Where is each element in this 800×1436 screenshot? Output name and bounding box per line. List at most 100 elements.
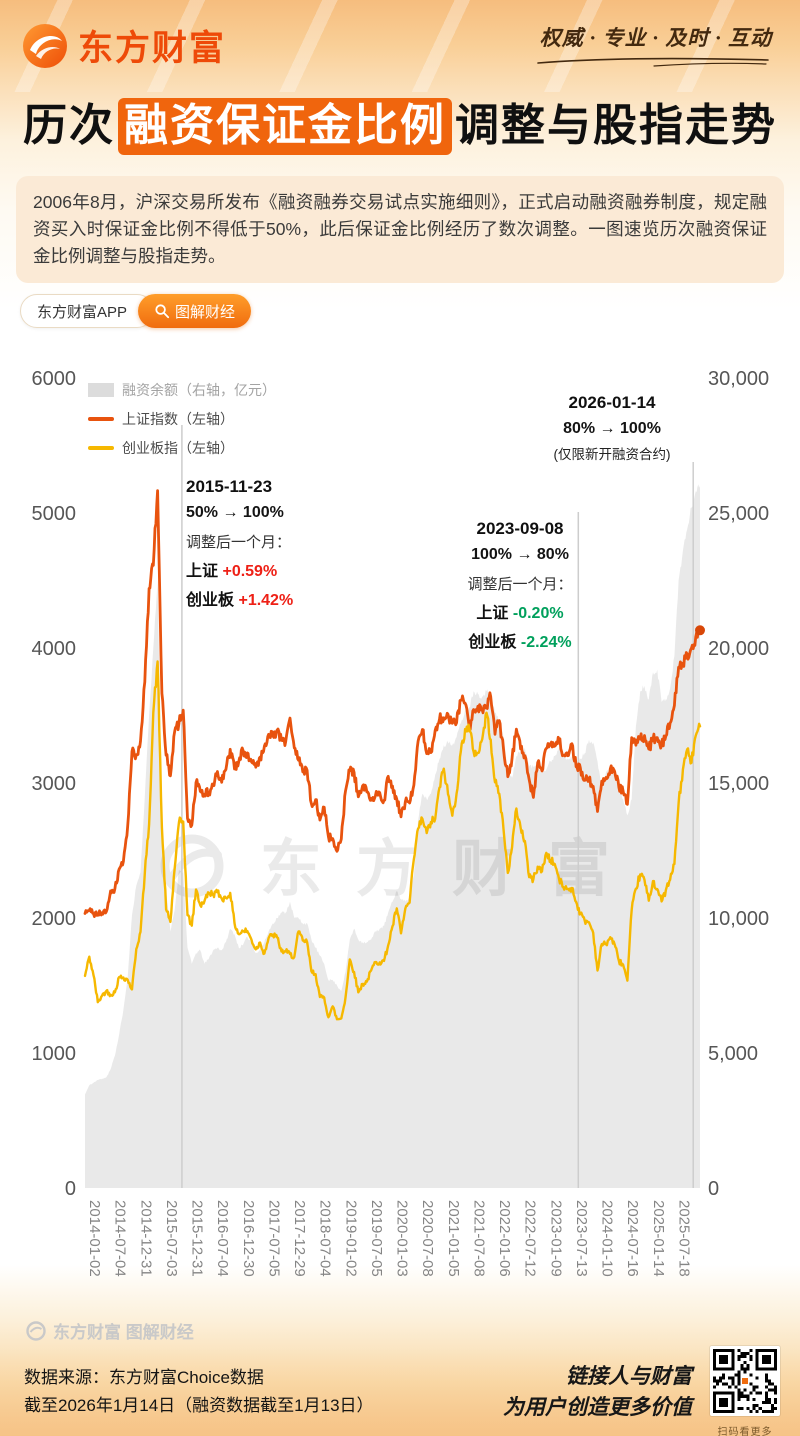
svg-text:2021-07-08: 2021-07-08 [470, 1200, 487, 1277]
svg-text:3000: 3000 [32, 773, 77, 795]
column-pill[interactable]: 图解财经 [138, 294, 252, 328]
event-follow-label: 调整后一个月： [467, 576, 573, 593]
svg-text:2014-07-04: 2014-07-04 [112, 1200, 129, 1277]
app-pill[interactable]: 东方财富APP [20, 294, 155, 328]
svg-text:2025-01-14: 2025-01-14 [650, 1200, 667, 1277]
page-title: 历次 融资保证金比例 调整与股指走势 [8, 94, 792, 158]
svg-text:2017-07-05: 2017-07-05 [265, 1200, 282, 1277]
eastmoney-logo-icon [23, 23, 67, 68]
event-annotation-2026-01-14: 2026-01-14 80% → 100% (仅限新开融资合约) [536, 393, 688, 463]
event-chinext-change: 创业板 +1.42% [186, 586, 336, 610]
svg-text:2015-07-03: 2015-07-03 [163, 1200, 180, 1277]
brand: 东方财富 [22, 20, 226, 71]
eastmoney-logo-icon-gray [26, 1320, 46, 1341]
footer-slogan-line1: 链接人与财富 [566, 1363, 692, 1388]
svg-text:2020-01-03: 2020-01-03 [394, 1200, 411, 1277]
event-annotation-2015-11-23: 2015-11-23 50% → 100% 调整后一个月： 上证 +0.59% … [186, 477, 336, 610]
legend-chinext-chip [88, 446, 114, 450]
index-change-value: -2.24% [520, 634, 572, 651]
svg-text:10,000: 10,000 [708, 908, 769, 930]
qr-caption: 扫码看更多 [717, 1427, 773, 1436]
search-icon [155, 304, 170, 319]
column-pill-label: 图解财经 [175, 303, 236, 321]
svg-text:0: 0 [65, 1178, 76, 1200]
legend-label: 上证指数（左轴） [122, 411, 234, 427]
svg-text:15,000: 15,000 [708, 773, 769, 795]
svg-text:0: 0 [708, 1178, 719, 1200]
event-date: 2026-01-14 [568, 393, 656, 412]
svg-text:2022-01-06: 2022-01-06 [496, 1200, 513, 1277]
legend-label: 融资余额（右轴，亿元） [122, 382, 276, 398]
event-chinext-change: 创业板 -2.24% [428, 628, 612, 652]
pills-row: 东方财富APP 图解财经 [20, 294, 252, 328]
svg-text:4000: 4000 [32, 638, 77, 660]
index-name: 上证 [186, 563, 219, 580]
legend-area-chip [88, 383, 114, 397]
index-change-value: +0.59% [222, 563, 278, 580]
svg-text:2024-01-10: 2024-01-10 [599, 1200, 616, 1277]
event-date: 2023-09-08 [476, 519, 564, 538]
index-name: 创业板 [186, 592, 235, 609]
svg-text:20,000: 20,000 [708, 638, 769, 660]
svg-text:2019-01-02: 2019-01-02 [342, 1200, 359, 1277]
title-prefix: 历次 [23, 101, 115, 150]
svg-text:2021-01-05: 2021-01-05 [445, 1200, 462, 1277]
intro-card: 2006年8月，沪深交易所发布《融资融券交易试点实施细则》，正式启动融资融券制度… [16, 176, 784, 284]
svg-text:6000: 6000 [32, 368, 77, 390]
slogan-text: 权威 · 专业 · 及时 · 互动 [539, 26, 772, 50]
qr-code-image [713, 1349, 777, 1413]
event-follow-label: 调整后一个月： [186, 534, 292, 551]
event-ratio-change: 80% → 100% [563, 420, 661, 437]
index-name: 上证 [476, 605, 509, 622]
footer: 数据来源：东方财富Choice数据 截至2026年1月14日（融资数据截至1月1… [0, 1346, 800, 1436]
chart-legend: 融资余额（右轴，亿元） 上证指数（左轴） 创业板指（左轴） [88, 380, 276, 458]
legend-sse-chip [88, 417, 114, 421]
svg-text:25,000: 25,000 [708, 503, 769, 525]
event-annotation-2023-09-08: 2023-09-08 100% → 80% 调整后一个月： 上证 -0.20% … [428, 519, 612, 652]
legend-item-margin-balance: 融资余额（右轴，亿元） [88, 380, 276, 400]
svg-text:2020-07-08: 2020-07-08 [419, 1200, 436, 1277]
qr-area: 扫码看更多 [708, 1346, 782, 1436]
svg-text:2014-01-02: 2014-01-02 [86, 1200, 103, 1277]
event-ratio-change: 100% → 80% [471, 546, 569, 563]
svg-text:2016-12-30: 2016-12-30 [240, 1200, 257, 1277]
title-highlight: 融资保证金比例 [118, 98, 452, 155]
legend-item-chinext-index: 创业板指（左轴） [88, 438, 276, 458]
svg-text:5000: 5000 [32, 503, 77, 525]
svg-text:2023-07-13: 2023-07-13 [573, 1200, 590, 1277]
footer-slogan: 链接人与财富 为用户创造更多价值 [503, 1361, 692, 1424]
svg-text:2016-07-04: 2016-07-04 [214, 1200, 231, 1277]
legend-label: 创业板指（左轴） [122, 440, 234, 456]
index-name: 创业板 [468, 634, 517, 651]
svg-text:2000: 2000 [32, 908, 77, 930]
event-date: 2015-11-23 [186, 477, 273, 496]
header-slogan: 权威 · 专业 · 及时 · 互动 [534, 22, 772, 68]
svg-text:2022-07-12: 2022-07-12 [522, 1200, 539, 1277]
event-ratio-change: 50% → 100% [186, 504, 284, 521]
event-note: (仅限新开融资合约) [553, 447, 671, 462]
footer-watermark-text: 东方财富 图解财经 [53, 1323, 194, 1342]
footer-watermark: 东方财富 图解财经 [26, 1318, 194, 1343]
footer-slogan-line2: 为用户创造更多价值 [503, 1395, 692, 1419]
header: 东方财富 权威 · 专业 · 及时 · 互动 [0, 0, 800, 92]
index-change-value: -0.20% [512, 605, 564, 622]
svg-text:2017-12-29: 2017-12-29 [291, 1200, 308, 1277]
event-sse-change: 上证 +0.59% [186, 557, 336, 581]
svg-text:2025-07-18: 2025-07-18 [675, 1200, 692, 1277]
data-source-line: 数据来源：东方财富Choice数据 [24, 1367, 264, 1387]
svg-text:2019-07-05: 2019-07-05 [368, 1200, 385, 1277]
slogan-flourish [537, 57, 769, 67]
svg-text:2014-12-31: 2014-12-31 [137, 1200, 154, 1277]
qr-code [710, 1346, 780, 1416]
svg-text:东方财富: 东方财富 [260, 835, 644, 904]
svg-text:2018-07-04: 2018-07-04 [317, 1200, 334, 1277]
svg-text:2015-12-31: 2015-12-31 [189, 1200, 206, 1277]
data-cutoff-line: 截至2026年1月14日（融资数据截至1月13日） [24, 1396, 374, 1415]
legend-item-sse-index: 上证指数（左轴） [88, 409, 276, 429]
event-sse-change: 上证 -0.20% [428, 599, 612, 623]
svg-text:2023-01-09: 2023-01-09 [547, 1200, 564, 1277]
brand-name: 东方财富 [78, 29, 227, 68]
svg-text:1000: 1000 [32, 1043, 77, 1065]
svg-text:2024-07-16: 2024-07-16 [624, 1200, 641, 1277]
